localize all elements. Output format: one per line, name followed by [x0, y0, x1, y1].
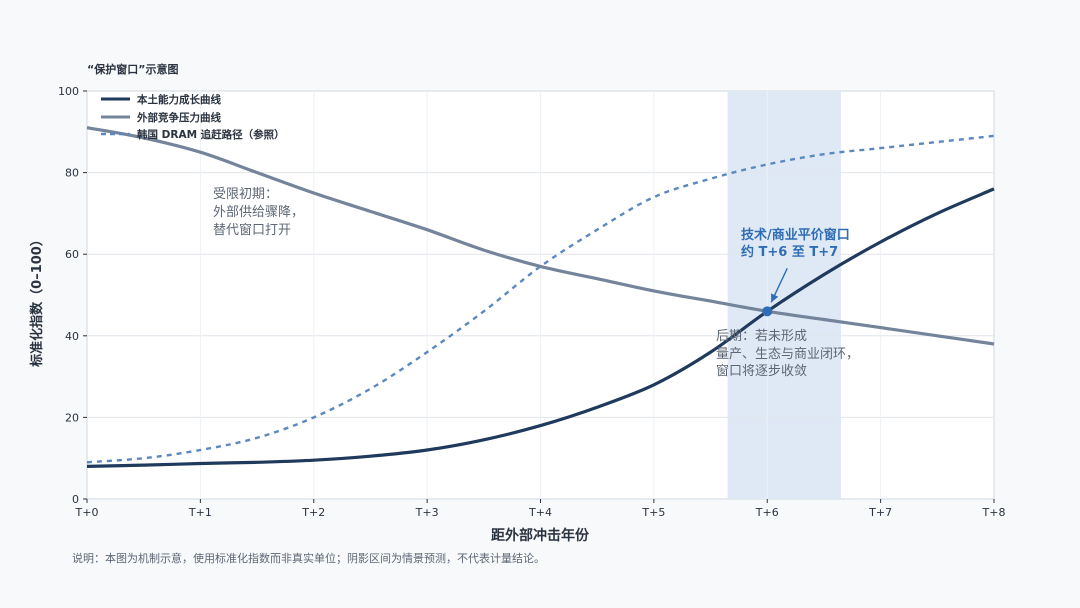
y-tick-label: 20	[65, 411, 79, 424]
parity-intersection-point	[762, 306, 773, 317]
x-tick-label: T+0	[75, 506, 99, 519]
x-tick-label: T+7	[868, 506, 892, 519]
legend: 本土能力成长曲线 外部竞争压力曲线 韩国 DRAM 追赶路径（参照）	[101, 93, 285, 141]
annotation-later-line-3: 窗口将逐步收敛	[716, 363, 807, 379]
annotation-early: 受限初期： 外部供给骤降， 替代窗口打开	[213, 187, 308, 238]
y-tick-label: 60	[65, 248, 79, 261]
legend-label-korea-dram: 韩国 DRAM 追赶路径（参照）	[137, 128, 285, 141]
parity-arrow-head	[771, 293, 779, 303]
annotation-highlight-line-1: 技术/商业平价窗口	[741, 227, 850, 243]
annotation-highlight: 技术/商业平价窗口 约 T+6 至 T+7	[741, 227, 854, 260]
annotation-later: 后期：若未形成 量产、生态与商业闭环， 窗口将逐步收敛	[716, 328, 863, 379]
x-tick-label: T+8	[982, 506, 1006, 519]
series-line-external-pressure	[86, 126, 995, 346]
series-line-domestic-capability	[86, 187, 995, 468]
y-axis-ticks: 0 20 40 60 80 100	[58, 85, 87, 506]
annotation-early-line-2: 外部供给骤降，	[213, 205, 304, 220]
series-line-korea-dram	[86, 134, 995, 464]
x-tick-label: T+5	[641, 506, 665, 519]
x-tick-label: T+1	[188, 506, 212, 519]
y-tick-label: 80	[65, 167, 79, 180]
grid-lines	[87, 91, 994, 499]
legend-label-external-pressure: 外部竞争压力曲线	[136, 111, 221, 124]
x-tick-label: T+4	[528, 506, 552, 519]
annotation-later-line-1: 后期：若未形成	[716, 328, 807, 344]
y-tick-label: 100	[58, 85, 79, 98]
annotation-early-line-3: 替代窗口打开	[213, 222, 291, 238]
chart-title: “保护窗口”示意图	[87, 62, 178, 76]
x-axis-ticks: T+0 T+1 T+2 T+3 T+4 T+5 T+6 T+7 T+8	[75, 499, 1006, 519]
annotation-highlight-line-2: 约 T+6 至 T+7	[741, 244, 838, 260]
parity-window-shade	[727, 91, 841, 499]
annotation-early-line-1: 受限初期：	[213, 187, 278, 202]
annotation-later-line-2: 量产、生态与商业闭环，	[716, 347, 859, 362]
footnote: 说明：本图为机制示意，使用标准化指数而非真实单位；阴影区间为情景预测，不代表计量…	[72, 551, 545, 565]
y-tick-label: 40	[65, 330, 79, 343]
x-tick-label: T+2	[301, 506, 325, 519]
x-axis-label: 距外部冲击年份	[491, 527, 590, 544]
x-tick-label: T+3	[415, 506, 439, 519]
x-tick-label: T+6	[755, 506, 779, 519]
y-axis-label: 标准化指数（0–100）	[29, 233, 45, 368]
legend-label-domestic-capability: 本土能力成长曲线	[137, 93, 221, 106]
y-tick-label: 0	[72, 493, 79, 506]
